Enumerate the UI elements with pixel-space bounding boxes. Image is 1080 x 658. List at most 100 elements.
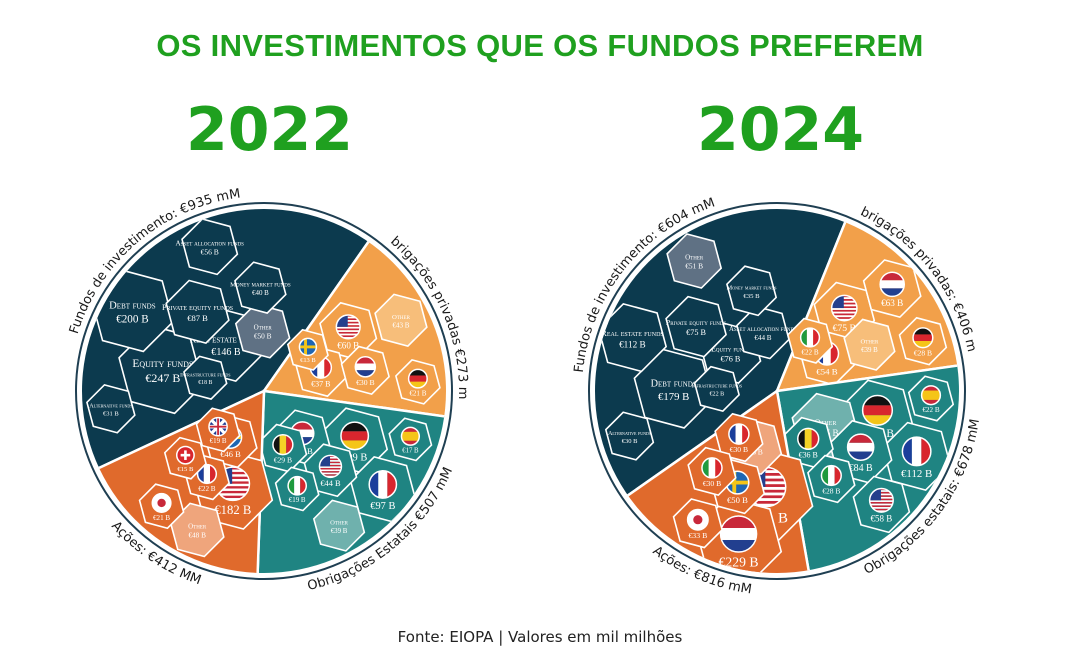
cell-2024-corp-italy: €22 B bbox=[786, 317, 834, 364]
cell-value-2024-eq-france: €30 B bbox=[730, 445, 748, 454]
cell-2024-fund-other: Other€51 B bbox=[666, 233, 723, 289]
cell-value-2022-fund-money-market-funds: €40 B bbox=[252, 289, 269, 297]
cell-value-2022-eq-uk: €19 B bbox=[210, 437, 227, 445]
cell-value-2022-fund-other: €50 B bbox=[254, 332, 272, 341]
cell-value-2024-fund-equity-funds: €76 B bbox=[720, 355, 740, 364]
cell-name-2022-fund-private-equity-funds: Private equity funds bbox=[162, 303, 233, 312]
cell-value-2024-gov-usa: €58 B bbox=[871, 514, 893, 524]
flag-fr-icon bbox=[728, 423, 750, 445]
cell-2024-fund-alternative-funds: Alternative funds€30 B bbox=[604, 411, 655, 461]
cell-2022-eq-switzerland: €15 B bbox=[163, 436, 207, 480]
cell-name-2024-corp-other: Other bbox=[861, 338, 879, 345]
cell-shape-2022-corp-other bbox=[374, 293, 428, 347]
cell-name-2022-fund-alternative-funds: Alternative funds bbox=[89, 403, 132, 410]
cell-2024-eq-italy: €30 B bbox=[687, 446, 737, 497]
cell-2022-corp-other: Other€43 B bbox=[374, 293, 428, 347]
cell-2022-gov-france: €97 B bbox=[349, 455, 417, 523]
cell-name-2024-fund-money-market-funds: Money market funds bbox=[727, 285, 777, 292]
cell-2022-fund-infrastructure-funds: Infrastructure funds€18 B bbox=[180, 355, 231, 400]
cell-value-2024-eq-japan: €33 B bbox=[688, 531, 707, 540]
cell-value-2024-gov-france: €112 B bbox=[901, 468, 932, 480]
cell-name-2022-fund-asset-allocation-funds: Asset allocation funds bbox=[175, 239, 244, 247]
cell-value-2024-corp-italy: €22 B bbox=[801, 348, 818, 356]
cell-value-2022-gov-usa: €44 B bbox=[320, 479, 341, 488]
cell-name-2022-fund-other: Other bbox=[254, 323, 273, 331]
cell-value-2022-corp-other: €43 B bbox=[392, 322, 409, 330]
cell-value-2024-fund-debt-funds: €179 B bbox=[658, 391, 689, 403]
cell-value-2022-gov-france: €97 B bbox=[370, 501, 395, 512]
cell-shape-2022-fund-other bbox=[234, 303, 291, 359]
cell-shape-2024-corp-other bbox=[843, 318, 896, 371]
cell-shape-2022-gov-other bbox=[312, 499, 366, 552]
cell-2024-eq-japan: €33 B bbox=[672, 498, 724, 549]
cell-shape-2024-fund-debt-funds bbox=[633, 348, 714, 429]
cell-value-2022-corp-germany: €21 B bbox=[409, 389, 426, 397]
cell-2024-fund-infrastructure-funds: Infrastructure funds€22 B bbox=[692, 365, 743, 413]
cell-name-2024-fund-private-equity-funds: Private equity funds bbox=[666, 318, 727, 327]
flag-us-icon bbox=[868, 487, 894, 513]
flag-nl-icon bbox=[354, 356, 377, 378]
cell-value-2024-gov-italy: €28 B bbox=[822, 486, 840, 495]
flag-fr-icon bbox=[368, 470, 398, 499]
cell-2024-gov-france: €112 B bbox=[881, 421, 952, 491]
flag-us-icon bbox=[335, 314, 361, 340]
cell-name-2024-fund-alternative-funds: Alternative funds bbox=[608, 430, 651, 437]
cell-shape-2024-fund-infrastructure-funds bbox=[693, 365, 740, 413]
source-note: Fonte: EIOPA | Valores em mil milhões bbox=[397, 628, 683, 646]
flag-gb-icon bbox=[208, 416, 228, 437]
cell-value-2024-corp-netherlands: €63 B bbox=[881, 298, 903, 308]
cell-value-2024-eq-sweden: €50 B bbox=[727, 495, 748, 505]
cell-2024-corp-germany: €28 B bbox=[898, 316, 948, 366]
cell-value-2024-gov-netherlands: €84 B bbox=[849, 463, 873, 474]
flag-nl-icon bbox=[719, 515, 758, 553]
cell-value-2024-fund-money-market-funds: €35 B bbox=[743, 293, 760, 300]
flag-de-icon bbox=[861, 394, 894, 426]
cell-2024-fund-debt-funds: Debt funds€179 B bbox=[633, 348, 714, 429]
flag-es-icon bbox=[920, 385, 942, 406]
cell-2022-eq-france: €22 B bbox=[183, 454, 231, 501]
flag-es-icon bbox=[400, 426, 421, 446]
cell-shape-2024-fund-asset-allocation-funds bbox=[736, 305, 790, 360]
cell-2024-fund-private-equity-funds: Private equity funds€75 B bbox=[665, 295, 727, 358]
cell-shape-2022-fund-private-equity-funds bbox=[165, 279, 230, 344]
year-label-2022: 2022 bbox=[186, 95, 353, 165]
cell-name-2022-fund-infrastructure-funds: Infrastructure funds bbox=[180, 373, 230, 379]
cell-2022-corp-usa: €60 B bbox=[319, 301, 378, 361]
cell-name-2024-fund-debt-funds: Debt funds bbox=[651, 379, 697, 390]
cell-2022-gov-other: Other €39 B bbox=[312, 499, 366, 552]
flag-it-icon bbox=[799, 327, 821, 348]
cell-shape-2022-fund-infrastructure-funds bbox=[183, 355, 228, 400]
cell-value-2024-fund-asset-allocation-funds: €44 B bbox=[754, 334, 771, 342]
cell-value-2022-corp-sweden: €13 B bbox=[300, 357, 316, 364]
cell-shape-2024-fund-private-equity-funds bbox=[665, 295, 727, 358]
cell-value-2022-fund-equity-funds: €247 B bbox=[145, 371, 180, 385]
flag-it-icon bbox=[820, 464, 842, 487]
cell-2022-fund-money-market-funds: Money market funds€40 B bbox=[230, 261, 291, 314]
cell-2024-gov-belgium: €36 B bbox=[782, 416, 834, 469]
cell-value-2022-corp-netherlands: €30 B bbox=[356, 378, 374, 387]
cell-2024-gov-spain: €22 B bbox=[907, 375, 955, 422]
flag-us-icon bbox=[830, 294, 858, 322]
flag-se-icon bbox=[298, 337, 318, 357]
cell-2024-gov-usa: €58 B bbox=[852, 475, 911, 534]
cell-2024-gov-italy: €28 B bbox=[807, 454, 856, 504]
cell-2022-gov-belgium: €29 B bbox=[258, 423, 308, 473]
cell-shape-2022-fund-alternative-funds bbox=[86, 383, 136, 434]
flag-jp-icon bbox=[686, 508, 709, 531]
cell-2022-corp-sweden: €13 B bbox=[286, 328, 329, 371]
flag-be-icon bbox=[797, 427, 820, 450]
group-corp-region: €75 B €63 B €54 B Other €39 B €28 B €22 B bbox=[775, 215, 959, 393]
cell-value-2024-gov-spain: €22 B bbox=[922, 406, 939, 414]
group-corp-region: €60 B Other€43 B €37 B €30 B €21 B €13 B bbox=[261, 235, 446, 419]
cell-name-2024-fund-infrastructure-funds: Infrastructure funds bbox=[692, 384, 743, 390]
cell-2022-gov-italy: €19 B bbox=[274, 466, 320, 512]
cell-name-2024-gov-other: Other bbox=[814, 417, 836, 427]
cell-shape-2024-fund-other bbox=[666, 233, 723, 289]
cell-value-2022-fund-real-estate-funds: €146 B bbox=[211, 347, 241, 358]
cell-value-2024-corp-other: €39 B bbox=[861, 347, 878, 354]
cell-value-2022-fund-asset-allocation-funds: €56 B bbox=[201, 248, 219, 257]
